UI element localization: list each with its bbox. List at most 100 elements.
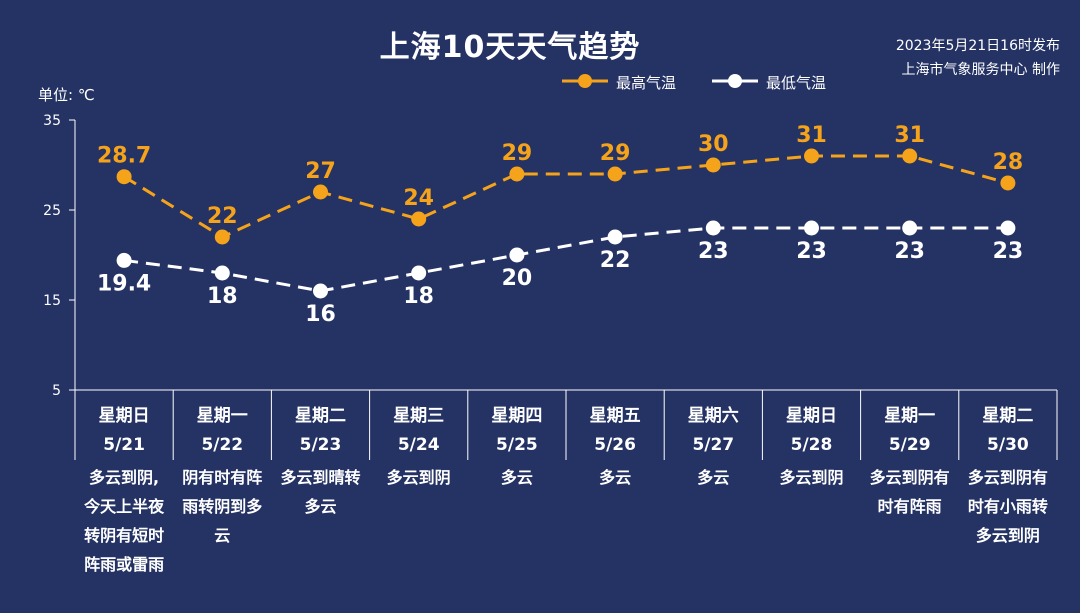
weather-description-line: 今天上半夜 <box>84 497 165 516</box>
weather-description-line: 多云到阴 <box>779 468 844 487</box>
y-tick-label: 15 <box>43 293 61 309</box>
data-label: 30 <box>698 132 729 157</box>
weather-description: 阴有时有阵雨转阴到多云 <box>173 463 271 550</box>
x-tick-weekday: 星期六 <box>688 405 739 426</box>
x-tick-weekday: 星期日 <box>786 406 837 426</box>
weather-description-line: 多云 <box>304 497 337 516</box>
data-label: 23 <box>993 239 1024 264</box>
data-label: 22 <box>207 204 238 229</box>
x-tick-weekday: 星期四 <box>491 406 542 426</box>
weather-description: 多云 <box>566 463 664 492</box>
weather-description-line: 多云到阴 <box>975 526 1040 545</box>
unit-label: 单位: ℃ <box>38 86 95 104</box>
legend-low-marker-icon <box>712 74 758 88</box>
data-point <box>509 247 525 263</box>
x-tick-weekday: 星期二 <box>982 406 1033 426</box>
x-tick-date: 5/28 <box>791 435 833 455</box>
weather-description: 多云 <box>468 463 566 492</box>
data-label: 20 <box>502 266 533 291</box>
data-label: 29 <box>502 141 533 166</box>
data-point <box>902 220 918 236</box>
data-label: 27 <box>305 159 336 184</box>
y-tick-label: 5 <box>52 383 61 399</box>
x-tick-date: 5/27 <box>692 435 734 455</box>
weather-description-line: 时有阵雨 <box>877 497 942 516</box>
data-point <box>705 157 721 173</box>
data-point <box>116 252 132 268</box>
data-point <box>902 148 918 164</box>
data-label: 31 <box>894 123 925 148</box>
data-point <box>804 148 819 164</box>
data-point <box>313 283 328 299</box>
data-label: 28 <box>993 150 1024 175</box>
data-point <box>411 211 427 227</box>
weather-description-line: 转阴有短时 <box>84 526 165 545</box>
x-tick-date: 5/23 <box>300 435 342 455</box>
weather-description: 多云到阴有时有小雨转多云到阴 <box>959 463 1057 550</box>
publish-info: 2023年5月21日16时发布 上海市气象服务中心 制作 <box>800 34 1060 82</box>
weather-description-line: 雨转阴到多 <box>182 497 263 516</box>
data-point <box>607 229 623 245</box>
data-point <box>214 229 230 245</box>
weather-description: 多云到阴有 时有阵雨 <box>861 463 959 521</box>
series-line-low <box>123 226 1008 293</box>
weather-description-line: 多云到阴, <box>89 468 160 487</box>
legend-low-label: 最低气温 <box>766 74 827 92</box>
x-tick-weekday: 星期一 <box>884 406 935 426</box>
weather-description: 多云到阴, 今天上半夜转阴有短时阵雨或雷雨 <box>75 463 173 579</box>
x-tick-date: 5/30 <box>987 435 1029 455</box>
data-point <box>313 184 328 200</box>
data-point <box>804 220 819 236</box>
data-label: 31 <box>796 123 827 148</box>
legend-high-label: 最高气温 <box>616 74 677 92</box>
x-tick-date: 5/26 <box>594 435 636 455</box>
data-point <box>607 166 623 182</box>
weather-description-line: 多云到晴转 <box>280 468 361 487</box>
weather-description: 多云到阴 <box>763 463 861 492</box>
data-label: 23 <box>894 239 925 264</box>
weather-description-line: 多云到阴 <box>386 468 451 487</box>
x-tick-weekday: 星期五 <box>590 406 641 426</box>
x-tick-weekday: 星期日 <box>99 406 150 426</box>
data-label: 22 <box>600 248 631 273</box>
data-label: 29 <box>600 141 631 166</box>
x-tick-weekday: 星期三 <box>393 406 444 426</box>
series-line-high <box>123 154 1009 239</box>
data-point <box>509 166 525 182</box>
x-tick-weekday: 星期一 <box>197 406 248 426</box>
data-label: 18 <box>207 284 238 309</box>
data-label: 16 <box>305 302 336 327</box>
x-tick-date: 5/24 <box>398 435 440 455</box>
weather-description-line: 云 <box>214 526 231 545</box>
x-tick-date: 5/21 <box>103 435 145 455</box>
legend-high-marker-icon <box>562 74 608 88</box>
weather-description-line: 阴有时有阵 <box>182 468 263 487</box>
data-point <box>214 265 230 281</box>
data-label: 23 <box>698 239 729 264</box>
weather-description-line: 阵雨或雷雨 <box>84 555 165 574</box>
weather-description: 多云到阴 <box>370 463 468 492</box>
weather-description-line: 多云到阴有 <box>869 468 950 487</box>
x-tick-date: 5/22 <box>201 435 243 455</box>
weather-description-line: 时有小雨转 <box>967 497 1048 516</box>
x-tick-date: 5/25 <box>496 435 538 455</box>
y-tick-label: 25 <box>43 203 61 219</box>
data-point <box>1000 175 1016 191</box>
weather-description-line: 多云到阴有 <box>967 468 1048 487</box>
weather-description-line: 多云 <box>500 468 533 487</box>
publisher: 上海市气象服务中心 制作 <box>901 62 1060 78</box>
data-label: 24 <box>403 186 434 211</box>
data-label: 19.4 <box>97 271 151 296</box>
weather-description-line: 多云 <box>697 468 730 487</box>
data-point <box>1000 220 1016 236</box>
data-label: 18 <box>403 284 434 309</box>
publish-time: 2023年5月21日16时发布 <box>895 38 1060 54</box>
weather-description-line: 多云 <box>599 468 632 487</box>
x-tick-weekday: 星期二 <box>295 406 346 426</box>
weather-description: 多云 <box>664 463 762 492</box>
data-point <box>705 220 721 236</box>
y-tick-label: 35 <box>43 113 61 129</box>
data-label: 23 <box>796 239 827 264</box>
x-tick-date: 5/29 <box>889 435 931 455</box>
